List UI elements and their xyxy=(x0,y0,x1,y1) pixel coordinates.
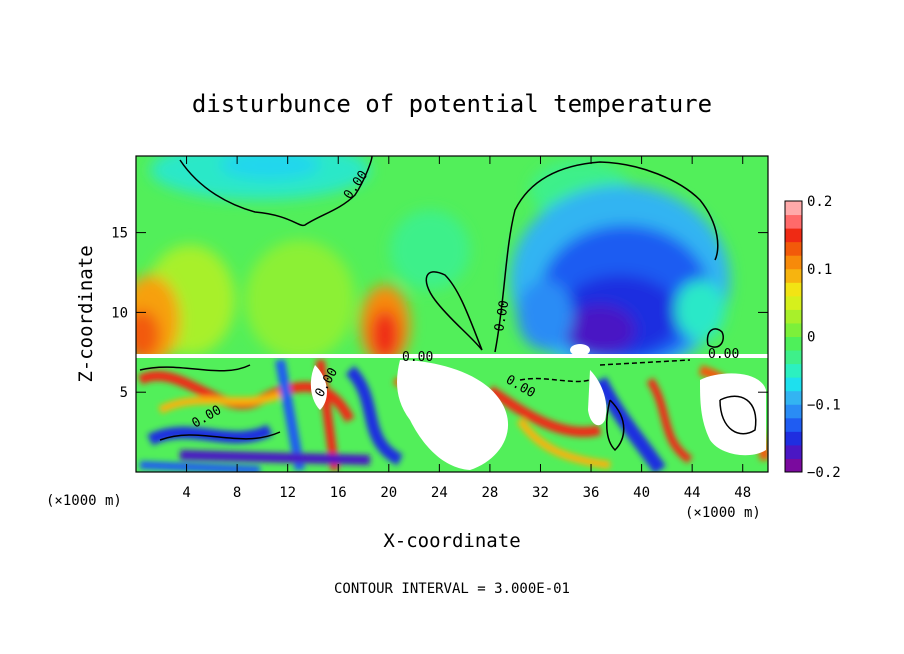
y-tick-label: 15 xyxy=(111,226,128,242)
plot-frame xyxy=(135,155,769,473)
x-unit-right: (×1000 m) xyxy=(685,505,761,521)
x-tick-label: 24 xyxy=(431,485,448,501)
colorbar xyxy=(784,200,803,473)
colorbar-swatch xyxy=(785,417,802,432)
colorbar-swatch xyxy=(785,444,802,459)
contour-label: 0.00 xyxy=(492,299,512,332)
colorbar-tick-label: 0.2 xyxy=(807,194,832,210)
colorbar-swatch xyxy=(785,295,802,310)
x-axis-label: X-coordinate xyxy=(383,530,520,552)
colorbar-swatch xyxy=(785,458,802,473)
colorbar-swatch xyxy=(785,336,802,351)
x-tick-label: 40 xyxy=(633,485,650,501)
x-unit-left: (×1000 m) xyxy=(46,493,122,509)
contour-lines xyxy=(139,156,757,452)
x-tick-label: 48 xyxy=(734,485,751,501)
colorbar-swatch xyxy=(785,268,802,283)
colorbar-ticks: 0.2 0.1 0 −0.1 −0.2 xyxy=(807,194,841,481)
colorbar-swatch xyxy=(785,350,802,365)
contour-label: 0.00 xyxy=(708,347,739,362)
x-tick-label: 32 xyxy=(532,485,549,501)
x-tick-label: 12 xyxy=(279,485,296,501)
y-tick-label: 10 xyxy=(111,305,128,321)
colorbar-swatch xyxy=(785,404,802,419)
x-tick-label: 4 xyxy=(182,485,190,501)
colorbar-swatch xyxy=(785,377,802,392)
y-tick-label: 5 xyxy=(120,385,128,401)
x-tick-label: 36 xyxy=(583,485,600,501)
x-tick-label: 16 xyxy=(330,485,347,501)
colorbar-swatch xyxy=(785,228,802,243)
chart-title: disturbunce of potential temperature xyxy=(192,90,712,118)
colorbar-swatch xyxy=(785,255,802,270)
y-axis: 5 10 15 xyxy=(111,226,768,401)
colorbar-swatch xyxy=(785,390,802,405)
x-tick-label: 20 xyxy=(380,485,397,501)
colorbar-swatch xyxy=(785,322,802,337)
colorbar-swatch xyxy=(785,309,802,324)
colorbar-tick-label: −0.2 xyxy=(807,465,841,481)
x-tick-label: 8 xyxy=(233,485,241,501)
y-axis-label: Z-coordinate xyxy=(75,245,97,382)
colorbar-tick-label: 0 xyxy=(807,330,815,346)
x-axis: 4 8 12 16 20 24 28 32 36 40 44 48 xyxy=(182,156,751,501)
colorbar-tick-label: 0.1 xyxy=(807,262,832,278)
colorbar-swatch xyxy=(785,241,802,256)
x-tick-label: 28 xyxy=(481,485,498,501)
colorbar-swatch xyxy=(785,431,802,446)
heatmap-field xyxy=(136,156,768,472)
contour-label: 0.00 xyxy=(402,350,433,365)
colorbar-swatch xyxy=(785,282,802,297)
x-tick-label: 44 xyxy=(684,485,701,501)
colorbar-swatch xyxy=(785,363,802,378)
colorbar-swatch xyxy=(785,214,802,229)
colorbar-frame xyxy=(784,200,803,473)
colorbar-tick-label: −0.1 xyxy=(807,397,841,413)
colorbar-swatch xyxy=(785,201,802,216)
contour-interval-note: CONTOUR INTERVAL = 3.000E-01 xyxy=(334,581,570,597)
